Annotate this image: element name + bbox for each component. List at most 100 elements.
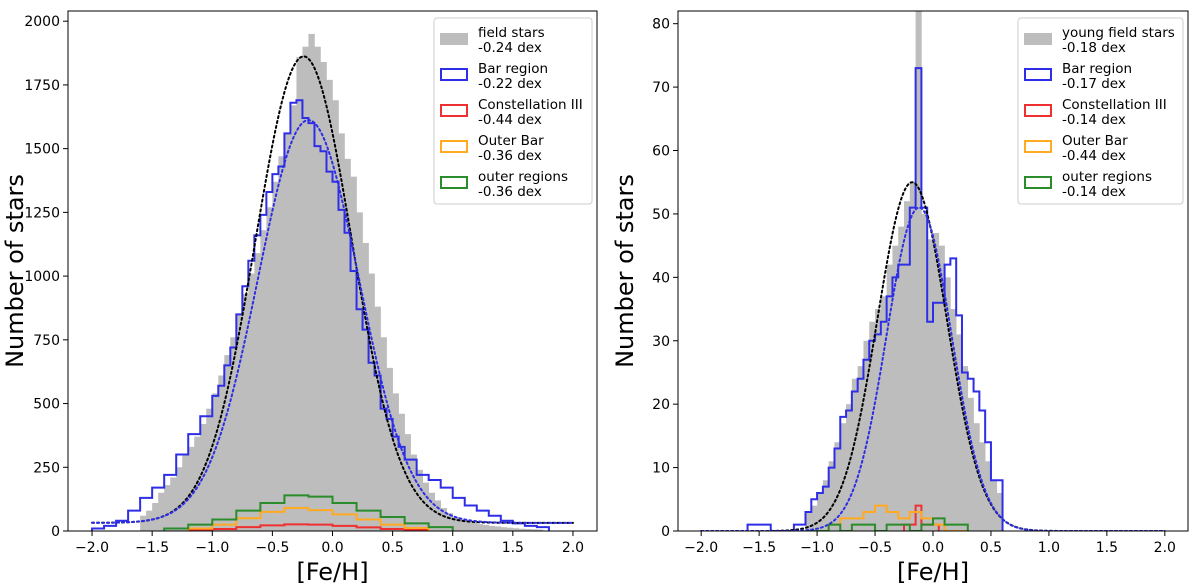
histogram-bar: [416, 469, 423, 531]
histogram-bar: [380, 337, 387, 531]
histogram-bar: [863, 340, 870, 531]
histogram-bar: [428, 492, 435, 531]
histogram-bar: [828, 461, 835, 531]
plot-area: [700, 11, 1166, 531]
histogram-bar: [857, 366, 864, 531]
histogram-bar: [248, 273, 255, 531]
y-tick-label: 80: [652, 17, 670, 33]
histogram-bar: [326, 79, 333, 531]
histogram-bar: [985, 461, 992, 531]
step-histogram-outer-bar: [187, 507, 430, 531]
histogram-bar: [909, 182, 916, 531]
histogram-bar: [476, 524, 484, 531]
legend-label: outer regions: [1062, 169, 1152, 185]
histogram-bar: [332, 100, 339, 531]
histogram-bar: [990, 480, 998, 531]
legend-swatch-step: [440, 176, 468, 189]
histogram-bar: [242, 293, 249, 531]
y-tick-label: 10: [652, 461, 670, 477]
x-tick-label: 1.5: [1096, 540, 1118, 556]
histogram-bar: [272, 181, 279, 531]
histogram-bar: [206, 408, 213, 531]
x-tick-label: −0.5: [255, 540, 289, 556]
histogram-bar: [938, 245, 945, 531]
y-tick-label: 30: [652, 334, 670, 350]
histogram-bar: [488, 525, 496, 531]
histogram-bar: [933, 232, 940, 531]
y-tick-label: 20: [652, 397, 670, 413]
x-tick-label: 1.0: [442, 540, 464, 556]
histogram-bar: [422, 482, 429, 531]
step-histogram-bar-region: [746, 67, 1004, 531]
y-tick-label: 1250: [24, 205, 60, 221]
y-tick-label: 40: [652, 270, 670, 286]
histogram-bar: [822, 480, 829, 531]
legend-swatch-step: [440, 104, 468, 117]
histogram-bar: [892, 245, 899, 531]
x-tick-label: 0.5: [980, 540, 1002, 556]
histogram-bar: [973, 423, 980, 531]
histogram-bar: [404, 434, 411, 531]
legend-swatch-step: [1024, 104, 1052, 117]
histogram-bar: [308, 33, 315, 531]
legend-entry: Outer Bar-0.44 dex: [1024, 133, 1128, 164]
x-tick-label: 1.5: [502, 540, 524, 556]
legend-entry: outer regions-0.36 dex: [440, 169, 568, 200]
histogram-bar: [927, 239, 934, 531]
histogram-bar: [212, 393, 219, 531]
x-tick-label: 2.0: [1154, 540, 1176, 556]
step-histogram-outer-regions: [805, 517, 969, 531]
histogram-bar: [512, 528, 520, 531]
histogram-bar: [188, 446, 195, 531]
histogram-bar: [840, 423, 847, 531]
legend-value: -0.18 dex: [1062, 40, 1126, 56]
histogram-bar: [170, 477, 177, 531]
histogram-bar: [392, 393, 399, 531]
histogram-bar: [446, 513, 454, 531]
legend-swatch-step: [440, 140, 468, 153]
histogram-bar: [524, 528, 532, 531]
chart-panel-left: −2.0 −1.5 −1.0 −0.5 0.0 0.5 1.0 1.5 2.0 0 250 500 75…: [1, 10, 598, 586]
histogram-bar: [176, 467, 183, 531]
legend-value: -0.14 dex: [1062, 184, 1126, 200]
legend-swatch-step: [440, 68, 468, 81]
histogram-bar: [344, 158, 351, 531]
x-axis-label: [Fe/H]: [296, 558, 368, 586]
histogram-bar: [494, 526, 502, 531]
legend-value: -0.22 dex: [478, 76, 542, 92]
y-tick-label: 1500: [24, 142, 60, 158]
fit-curve-bar: [91, 119, 574, 524]
x-tick-label: −1.5: [742, 540, 776, 556]
y-axis-label: Number of stars: [611, 174, 639, 368]
y-tick-label: 1750: [24, 78, 60, 94]
histogram-bar: [811, 505, 818, 531]
histogram-bar: [254, 253, 261, 531]
histogram-bar: [152, 502, 159, 531]
gray-histogram: [805, 11, 1003, 531]
legend-entry: young field stars-0.18 dex: [1024, 25, 1175, 56]
step-histogram-constellation-iii: [187, 523, 430, 531]
histogram-bar: [950, 309, 957, 531]
y-tick-label: 0: [661, 524, 670, 540]
y-tick-label: 1000: [24, 269, 60, 285]
legend-value: -0.14 dex: [1062, 112, 1126, 128]
histogram-bar: [374, 306, 381, 531]
y-axis-label: Number of stars: [1, 174, 29, 368]
histogram-bar: [817, 492, 824, 531]
legend-label: Outer Bar: [478, 133, 544, 149]
histogram-bar: [338, 133, 345, 531]
histogram-bar: [536, 529, 544, 531]
histogram-bar: [846, 404, 853, 531]
legend-entry: Constellation III-0.44 dex: [440, 97, 583, 128]
legend-label: young field stars: [1062, 25, 1175, 41]
x-tick-label: 0.5: [381, 540, 403, 556]
legend-swatch-step: [1024, 140, 1052, 153]
histogram-bar: [398, 413, 405, 531]
legend: field stars-0.24 dex Bar region-0.22 dex C…: [433, 17, 593, 205]
legend-label: outer regions: [478, 169, 568, 185]
legend-entry: Outer Bar-0.36 dex: [440, 133, 544, 164]
legend-swatch-step: [1024, 176, 1052, 189]
legend-label: Outer Bar: [1062, 133, 1128, 149]
histogram-bar: [386, 367, 393, 531]
